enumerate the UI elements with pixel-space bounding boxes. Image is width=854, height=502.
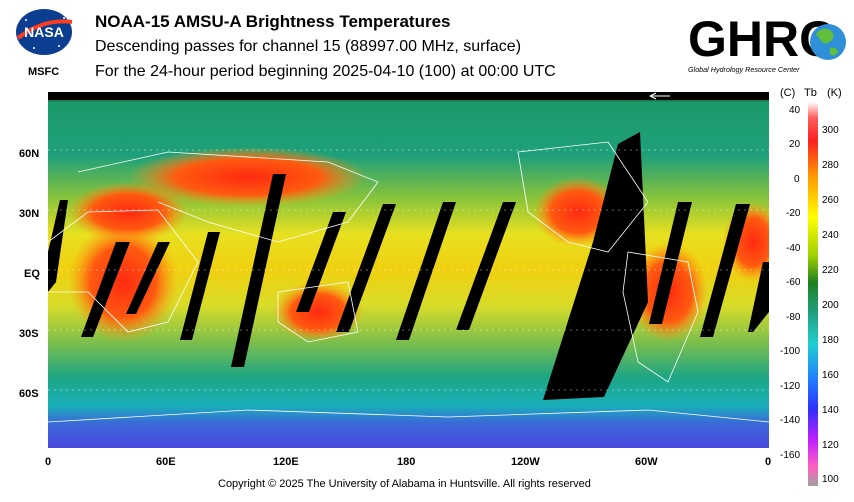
orbit-gaps <box>48 132 769 400</box>
colorbar-kelvin-tick: 200 <box>822 300 839 311</box>
colorbar-kelvin-tick: 140 <box>822 405 839 416</box>
colorbar-celsius-tick: 0 <box>794 174 800 185</box>
lon-label-120e: 120E <box>273 456 299 468</box>
lon-label-60e: 60E <box>156 456 176 468</box>
lat-label-30n: 30N <box>19 208 40 220</box>
lon-label-0: 0 <box>45 456 52 468</box>
colorbar-kelvin-tick: 100 <box>822 474 839 485</box>
lat-label-30s: 30S <box>19 328 39 340</box>
colorbar-celsius-tick: -120 <box>780 381 801 392</box>
colorbar-kelvin-tick: 220 <box>822 265 839 276</box>
lon-label-60w: 60W <box>635 456 658 468</box>
coastlines <box>48 141 769 423</box>
colorbar-kelvin-tick: 280 <box>822 160 839 171</box>
colorbar-kelvin-tick: 180 <box>822 335 839 346</box>
ghrc-subtitle: Global Hydrology Resource Center <box>688 65 800 74</box>
lon-label-120w: 120W <box>511 456 540 468</box>
colorbar-celsius-tick: -80 <box>786 312 801 323</box>
colorbar-kelvin-tick: 260 <box>822 195 839 206</box>
msfc-label: MSFC <box>28 66 60 78</box>
land-hot-regions <box>68 147 769 342</box>
subtitle-channel: Descending passes for channel 15 (88997.… <box>95 38 522 55</box>
colorbar <box>808 102 818 486</box>
colorbar-unit-k: (K) <box>827 87 842 99</box>
page-title: NOAA-15 AMSU-A Brightness Temperatures <box>95 12 451 31</box>
lat-label-eq: EQ <box>24 268 40 280</box>
colorbar-celsius-tick: -60 <box>786 277 801 288</box>
colorbar-unit-c: (C) <box>780 87 796 99</box>
lon-label-0-right: 0 <box>765 456 772 468</box>
colorbar-celsius-tick: 20 <box>789 139 801 150</box>
copyright-notice: Copyright © 2025 The University of Alaba… <box>218 478 591 490</box>
colorbar-unit-tb: Tb <box>804 87 817 99</box>
colorbar-celsius-tick: -160 <box>780 450 801 461</box>
brightness-temperature-map <box>48 92 769 448</box>
lon-label-180: 180 <box>397 456 416 468</box>
colorbar-kelvin-tick: 160 <box>822 370 839 381</box>
nasa-logo: NASA <box>16 9 73 55</box>
lat-label-60n: 60N <box>19 148 40 160</box>
colorbar-celsius-tick: -20 <box>786 208 801 219</box>
nasa-text: NASA <box>24 24 64 40</box>
colorbar-kelvin-tick: 120 <box>822 440 839 451</box>
colorbar-kelvin-tick: 300 <box>822 125 839 136</box>
ghrc-logo: GHRC Global Hydrology Resource Center <box>688 11 846 74</box>
colorbar-celsius-tick: -140 <box>780 415 801 426</box>
subtitle-period: For the 24-hour period beginning 2025-04… <box>95 63 556 80</box>
gridlines <box>48 149 769 391</box>
colorbar-celsius-tick: -100 <box>780 346 801 357</box>
colorbar-kelvin-tick: 240 <box>822 230 839 241</box>
colorbar-celsius-tick: 40 <box>789 105 801 116</box>
colorbar-celsius-tick: -40 <box>786 243 801 254</box>
lat-label-60s: 60S <box>19 388 39 400</box>
arrow-icon <box>649 92 670 100</box>
